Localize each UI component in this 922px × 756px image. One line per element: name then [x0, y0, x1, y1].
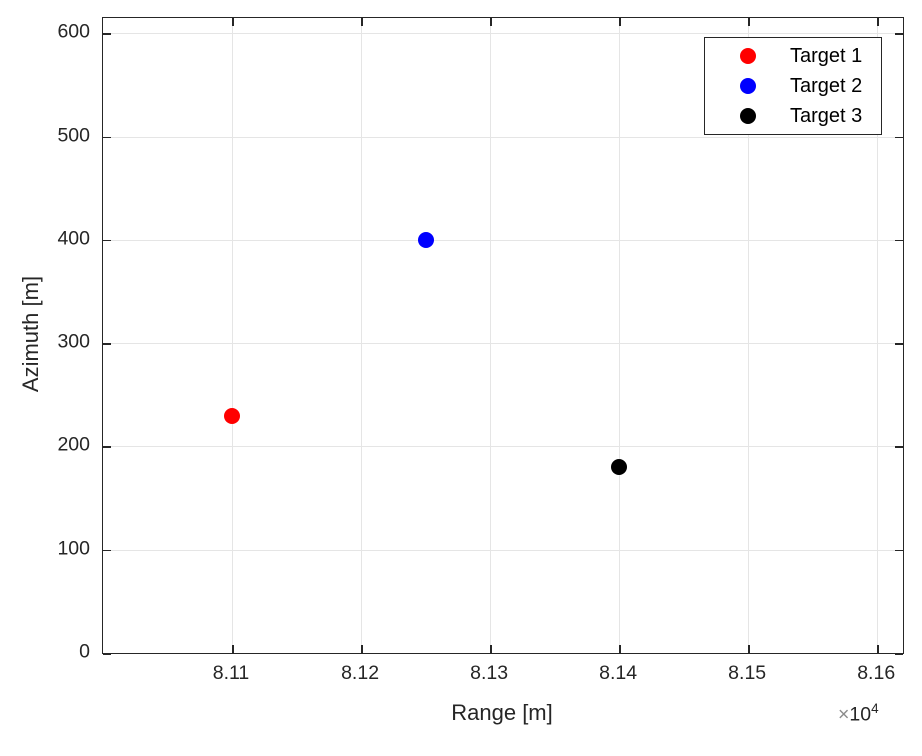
- x-gridline: [232, 18, 234, 653]
- x-tick-bottom: [490, 645, 492, 653]
- y-tick-label: 400: [57, 227, 90, 250]
- x-gridline: [748, 18, 750, 653]
- x-tick-top: [748, 18, 750, 26]
- data-point-target-2: [417, 231, 434, 248]
- y-tick-label: 600: [57, 20, 90, 43]
- y-tick-right: [895, 239, 903, 242]
- y-gridline: [103, 446, 903, 448]
- x-axis-label: Range [m]: [451, 700, 553, 725]
- legend-label: Target 2: [790, 74, 863, 97]
- y-tick-left: [103, 136, 111, 139]
- x-tick-label: 8.16: [857, 662, 896, 684]
- x-tick-label: 8.12: [341, 662, 380, 684]
- multiplier-base: 10: [849, 703, 872, 726]
- x-tick-label: 8.14: [599, 662, 638, 684]
- y-gridline: [103, 549, 903, 551]
- x-tick-bottom: [748, 645, 750, 653]
- legend-marker-circle-icon: [740, 108, 756, 124]
- x-tick-bottom: [361, 645, 363, 653]
- legend-label: Target 3: [790, 104, 863, 127]
- x-tick-label: 8.11: [212, 662, 250, 684]
- x-axis-multiplier: ×104: [838, 701, 879, 727]
- legend-label: Target 1: [790, 44, 863, 67]
- x-tick-top: [361, 18, 363, 26]
- y-tick-right: [895, 136, 903, 139]
- x-tick-bottom: [619, 645, 621, 653]
- x-tick-bottom: [877, 645, 879, 653]
- legend-item: Target 3: [705, 101, 881, 131]
- y-tick-left: [103, 446, 111, 448]
- x-tick-top: [619, 18, 621, 26]
- y-tick-right: [895, 653, 903, 655]
- y-gridline: [103, 136, 903, 138]
- y-tick-right: [895, 549, 903, 552]
- y-gridline: [103, 239, 903, 241]
- y-tick-left: [103, 549, 111, 552]
- legend-item: Target 2: [705, 71, 881, 101]
- y-tick-label: 500: [57, 124, 90, 147]
- multiplier-exponent: 4: [871, 701, 879, 716]
- y-gridline: [103, 343, 903, 345]
- y-tick-left: [103, 653, 111, 655]
- x-gridline: [619, 18, 621, 653]
- y-tick-label: 100: [57, 537, 90, 560]
- data-point-target-3: [611, 459, 628, 476]
- legend-item: Target 1: [705, 41, 881, 71]
- y-tick-label: 300: [57, 330, 90, 353]
- y-tick-right: [895, 446, 903, 448]
- y-tick-left: [103, 239, 111, 242]
- legend: Target 1 Target 2 Target 3: [704, 37, 882, 135]
- legend-marker-circle-icon: [740, 48, 756, 64]
- y-tick-label: 0: [79, 640, 90, 663]
- y-tick-label: 200: [57, 433, 90, 456]
- x-gridline: [361, 18, 363, 653]
- legend-marker-circle-icon: [740, 78, 756, 94]
- y-gridline: [103, 33, 903, 35]
- x-tick-label: 8.13: [470, 662, 509, 684]
- y-tick-right: [895, 343, 903, 345]
- x-tick-label: 8.15: [728, 662, 767, 684]
- x-gridline: [490, 18, 492, 653]
- x-tick-top: [490, 18, 492, 26]
- multiplier-times-sign: ×: [838, 703, 850, 726]
- x-tick-top: [877, 18, 879, 26]
- y-tick-left: [103, 33, 111, 35]
- x-tick-top: [232, 18, 234, 26]
- x-gridline: [877, 18, 879, 653]
- data-point-target-1: [224, 407, 241, 424]
- y-tick-left: [103, 343, 111, 345]
- x-tick-bottom: [232, 645, 234, 653]
- y-tick-right: [895, 33, 903, 35]
